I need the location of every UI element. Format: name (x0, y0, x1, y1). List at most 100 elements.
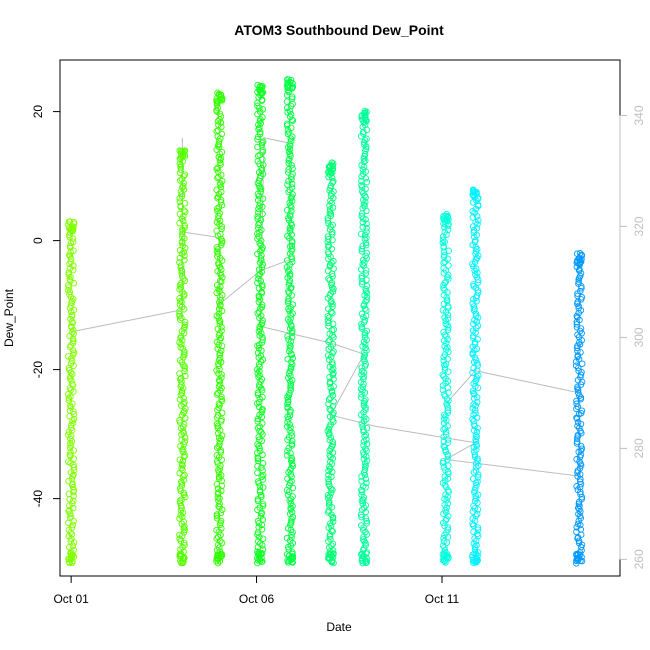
data-point (473, 429, 481, 436)
data-point (288, 473, 295, 481)
data-point (363, 267, 370, 274)
data-point (70, 219, 78, 226)
data-point (325, 554, 332, 561)
data-point (254, 110, 261, 118)
data-point (472, 205, 480, 213)
data-point (577, 269, 585, 277)
data-point (214, 207, 221, 215)
data-point (255, 221, 262, 229)
data-point (359, 219, 367, 226)
series-10 (572, 250, 586, 567)
data-point (358, 420, 366, 427)
data-point (360, 380, 367, 388)
data-point (472, 436, 479, 443)
data-point (574, 292, 581, 300)
data-point (289, 354, 296, 362)
data-point (70, 464, 78, 471)
data-point (217, 447, 225, 454)
data-point (215, 190, 223, 198)
data-point (259, 203, 266, 211)
data-point (442, 559, 449, 566)
data-point (257, 550, 265, 557)
data-point (363, 327, 371, 335)
data-point (573, 259, 581, 266)
data-point (326, 263, 334, 270)
data-point (287, 102, 295, 110)
data-point (178, 176, 186, 183)
data-point (218, 393, 225, 401)
data-point (259, 500, 267, 508)
data-point (363, 517, 370, 525)
data-point (574, 422, 581, 430)
data-point (363, 220, 370, 228)
data-point (257, 185, 265, 193)
y-tick-label: 20 (31, 105, 45, 119)
data-point (176, 515, 183, 522)
data-point (213, 367, 220, 374)
data-point (258, 437, 266, 445)
data-point (257, 91, 264, 99)
data-point (214, 389, 222, 397)
x-tick-label: Oct 11 (425, 592, 460, 606)
data-point (70, 415, 78, 423)
data-point (181, 208, 189, 216)
data-point (287, 556, 294, 564)
data-point (219, 274, 226, 281)
data-point (326, 209, 333, 216)
y2-tick-label: 340 (632, 105, 646, 125)
data-point (177, 147, 185, 155)
data-point (360, 426, 367, 434)
data-point (362, 453, 370, 460)
data-point (474, 455, 481, 462)
data-point (329, 438, 336, 446)
data-point (178, 496, 185, 503)
data-point (578, 283, 585, 290)
data-point (177, 297, 184, 305)
data-point (255, 551, 263, 559)
data-point (474, 524, 482, 531)
data-point (363, 276, 370, 284)
data-point (472, 256, 480, 263)
series-8 (439, 210, 452, 566)
data-point (444, 452, 452, 460)
data-point (254, 462, 261, 470)
data-point (328, 270, 336, 278)
data-point (441, 258, 449, 266)
data-point (445, 216, 452, 223)
data-point (68, 531, 76, 538)
data-point (444, 493, 451, 501)
data-point (440, 281, 447, 289)
data-point (289, 133, 296, 141)
data-point (180, 172, 187, 180)
data-point (286, 479, 294, 487)
data-point (287, 315, 294, 322)
data-point (179, 361, 187, 369)
data-point (441, 482, 449, 489)
data-point (360, 524, 367, 531)
data-point (254, 469, 261, 477)
data-point (473, 318, 481, 326)
data-point (217, 159, 224, 167)
data-point (69, 417, 76, 424)
data-point (176, 552, 184, 560)
data-point (67, 308, 75, 316)
data-point (254, 133, 262, 141)
data-point (575, 276, 582, 283)
data-point (180, 539, 188, 546)
data-point (259, 460, 267, 467)
data-point (363, 424, 371, 432)
data-point (327, 485, 335, 492)
data-point (328, 284, 336, 291)
data-point (67, 369, 75, 376)
data-point (326, 533, 334, 540)
data-point (330, 398, 337, 405)
data-point (70, 497, 77, 504)
data-point (284, 79, 291, 87)
data-point (358, 488, 366, 496)
data-point (357, 511, 365, 518)
data-point (440, 553, 447, 561)
data-point (216, 438, 223, 445)
data-point (216, 157, 224, 164)
data-point (255, 308, 263, 316)
